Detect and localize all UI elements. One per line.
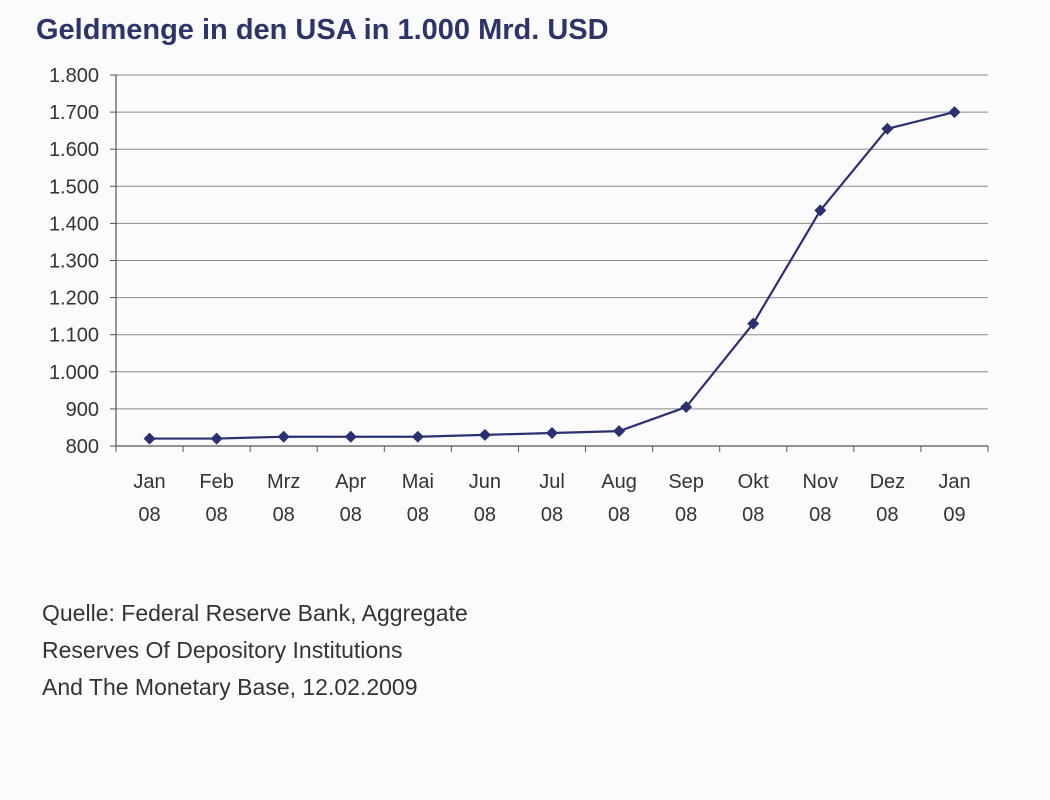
data-point xyxy=(881,122,894,135)
y-tick-labels: 800 900 1.000 1.100 1.200 1.300 1.400 1.500 1.60… xyxy=(49,65,99,458)
y-tick-label: 800 xyxy=(66,436,99,458)
x-tick-label: Jun xyxy=(469,471,501,493)
y-tick-label: 1.400 xyxy=(49,213,99,235)
y-tick-label: 1.600 xyxy=(49,139,99,161)
source-note: Quelle: Federal Reserve Bank, Aggregate … xyxy=(42,595,468,706)
x-tick-label: Jan xyxy=(133,471,165,493)
y-tick-label: 1.000 xyxy=(49,362,99,384)
axes xyxy=(110,74,989,452)
source-line: Quelle: Federal Reserve Bank, Aggregate xyxy=(42,600,468,626)
chart-title: Geldmenge in den USA in 1.000 Mrd. USD xyxy=(36,14,609,46)
data-point xyxy=(680,401,693,414)
x-tick-label: Mai xyxy=(402,471,434,493)
y-tick-label: 1.200 xyxy=(49,288,99,310)
x-tick-label-year: 08 xyxy=(742,504,764,526)
x-tick-label: Jul xyxy=(539,471,565,493)
x-tick-label-year: 08 xyxy=(340,504,362,526)
data-point xyxy=(546,427,558,440)
x-tick-label-year: 08 xyxy=(541,504,563,526)
data-point xyxy=(210,432,223,445)
source-line: And The Monetary Base, 12.02.2009 xyxy=(42,674,418,700)
x-tick-label: Aug xyxy=(601,471,637,493)
data-point xyxy=(814,204,827,217)
x-tick-label-year: 08 xyxy=(809,504,831,526)
x-tick-label-year: 09 xyxy=(943,504,965,526)
data-point xyxy=(948,106,961,119)
y-tick-label: 1.500 xyxy=(49,176,99,198)
x-tick-label-year: 08 xyxy=(474,504,496,526)
x-tick-label: Okt xyxy=(738,471,770,493)
data-point xyxy=(344,430,357,443)
x-tick-label-year: 08 xyxy=(876,504,898,526)
y-tick-label: 1.800 xyxy=(49,65,99,87)
source-line: Reserves Of Depository Institutions xyxy=(42,637,403,663)
x-tick-label: Feb xyxy=(199,471,233,493)
y-tick-label: 900 xyxy=(66,399,99,421)
data-point xyxy=(478,428,491,441)
y-tick-label: 1.300 xyxy=(49,251,99,273)
x-tick-labels: Jan 08 Feb 08 Mrz 08 Apr 08 Mai 08 Jun 08 Jul 08 Aug 08… xyxy=(133,471,970,526)
line-chart: 800 900 1.000 1.100 1.200 1.300 1.400 1.500 1.60… xyxy=(49,65,989,526)
data-series xyxy=(143,106,961,445)
x-tick-label-year: 08 xyxy=(273,504,295,526)
x-tick-label: Dez xyxy=(870,471,906,493)
data-point xyxy=(277,430,290,443)
x-tick-label: Nov xyxy=(803,471,839,493)
series-line xyxy=(149,111,955,440)
y-tick-label: 1.700 xyxy=(49,102,99,124)
data-point xyxy=(613,425,626,438)
x-tick-label: Sep xyxy=(668,471,704,493)
x-tick-label-year: 08 xyxy=(407,504,429,526)
x-tick-label-year: 08 xyxy=(205,504,227,526)
x-tick-label-year: 08 xyxy=(675,504,697,526)
data-point xyxy=(747,317,760,330)
data-point xyxy=(411,430,424,443)
x-tick-label: Jan xyxy=(938,471,970,493)
x-tick-label: Apr xyxy=(335,471,366,493)
y-tick-label: 1.100 xyxy=(49,325,99,347)
x-tick-label: Mrz xyxy=(267,471,300,493)
x-tick-label-year: 08 xyxy=(608,504,630,526)
data-point xyxy=(143,432,156,445)
gridlines xyxy=(116,74,988,410)
x-tick-label-year: 08 xyxy=(138,504,160,526)
